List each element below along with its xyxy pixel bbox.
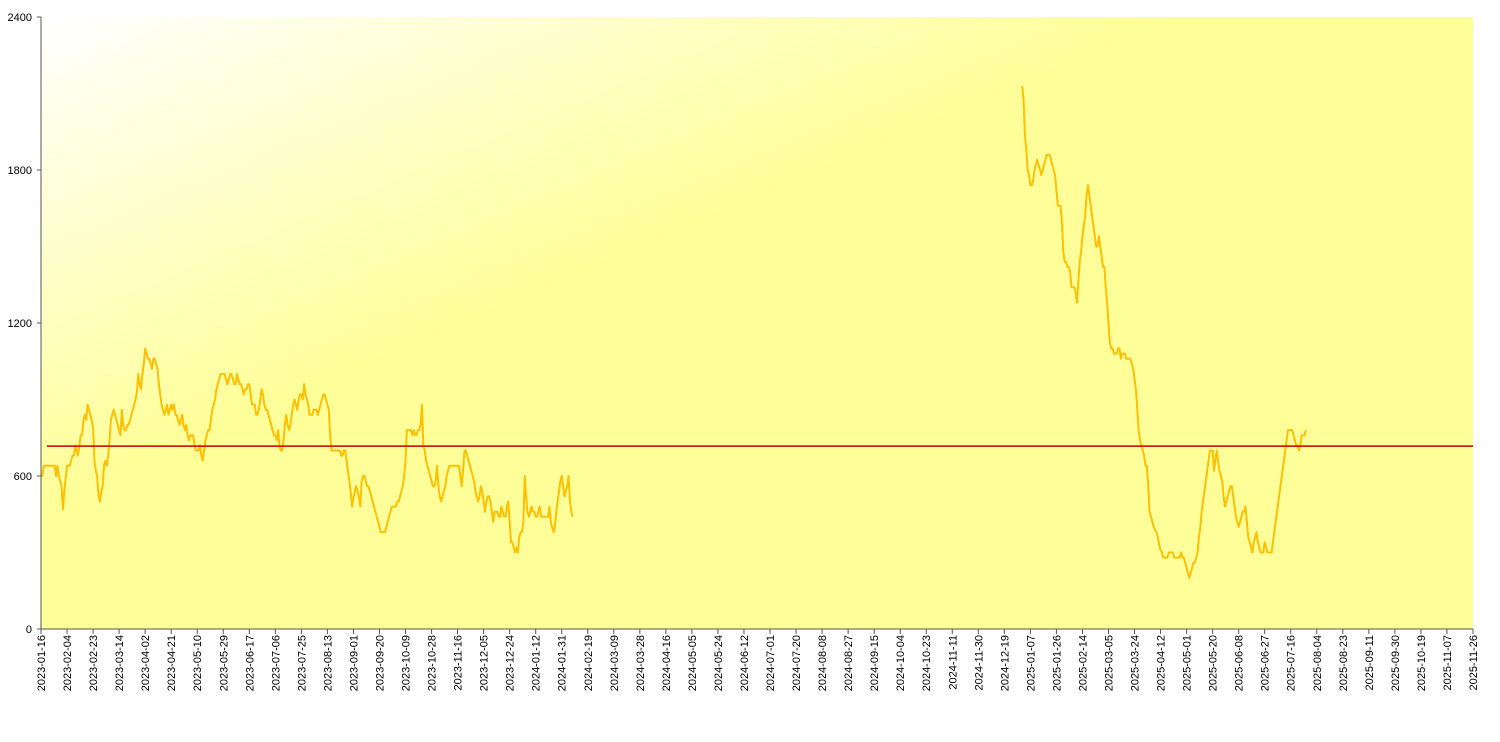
x-tick-label: 2023-11-16 xyxy=(453,635,465,690)
x-tick-label: 2025-08-23 xyxy=(1338,635,1350,691)
x-tick-label: 2023-10-28 xyxy=(427,635,439,691)
y-tick-label: 1200 xyxy=(8,318,32,330)
x-tick-label: 2023-09-01 xyxy=(348,635,360,691)
x-tick-label: 2025-05-01 xyxy=(1182,635,1194,691)
x-tick-label: 2024-01-31 xyxy=(557,635,569,691)
x-tick-label: 2023-04-21 xyxy=(166,635,178,691)
x-tick-label: 2023-05-10 xyxy=(192,635,204,691)
x-tick-label: 2024-06-12 xyxy=(739,635,751,691)
x-tick-label: 2024-05-24 xyxy=(713,635,725,691)
x-tick-label: 2025-04-12 xyxy=(1156,635,1168,691)
x-tick-label: 2024-12-19 xyxy=(999,635,1011,691)
x-tick-label: 2023-06-17 xyxy=(244,635,256,691)
x-tick-label: 2023-01-16 xyxy=(36,635,48,691)
x-tick-label: 2025-11-07 xyxy=(1442,635,1454,690)
x-tick-label: 2024-10-23 xyxy=(921,635,933,691)
x-tick-label: 2024-04-16 xyxy=(661,635,673,691)
x-tick-label: 2023-12-05 xyxy=(479,635,491,691)
x-tick-label: 2023-07-06 xyxy=(270,635,282,691)
x-tick-label: 2025-07-16 xyxy=(1286,635,1298,691)
x-tick-label: 2024-08-08 xyxy=(817,635,829,691)
x-tick-label: 2025-09-11 xyxy=(1364,635,1376,690)
x-tick-label: 2023-05-29 xyxy=(218,635,230,691)
x-tick-label: 2024-05-05 xyxy=(687,635,699,691)
y-tick-label: 0 xyxy=(26,624,32,636)
x-tick-label: 2024-11-11 xyxy=(947,635,959,690)
y-tick-labels: 0 600 1200 1800 2400 xyxy=(8,12,41,636)
series-layer xyxy=(41,85,1473,579)
x-tick-label: 2025-02-14 xyxy=(1077,635,1089,691)
x-tick-label: 2024-10-04 xyxy=(895,635,907,691)
x-tick-label: 2024-07-20 xyxy=(791,635,803,691)
y-tick-label: 600 xyxy=(14,471,32,483)
x-tick-label: 2025-11-26 xyxy=(1468,635,1480,690)
x-tick-label: 2024-03-09 xyxy=(609,635,621,691)
x-tick-label: 2025-08-04 xyxy=(1312,635,1324,691)
x-tick-label: 2023-02-23 xyxy=(88,635,100,691)
x-tick-label: 2023-08-13 xyxy=(322,635,334,691)
x-tick-label: 2025-05-20 xyxy=(1208,635,1220,691)
x-tick-label: 2024-08-27 xyxy=(843,635,855,691)
x-tick-label: 2025-01-26 xyxy=(1051,635,1063,691)
x-tick-label: 2024-01-12 xyxy=(531,635,543,691)
x-tick-label: 2025-06-08 xyxy=(1234,635,1246,691)
y-tick-label: 2400 xyxy=(8,12,32,24)
x-tick-label: 2025-10-19 xyxy=(1416,635,1428,691)
x-tick-label: 2024-11-30 xyxy=(973,635,985,690)
x-tick-label: 2023-04-02 xyxy=(140,635,152,691)
x-tick-label: 2025-06-27 xyxy=(1260,635,1272,691)
plot-area xyxy=(41,17,1473,629)
y-tick-label: 1800 xyxy=(8,165,32,177)
x-tick-labels: 2023-01-16 2023-02-04 2023-02-23 2023-03-14… xyxy=(36,629,1480,691)
x-tick-label: 2025-09-30 xyxy=(1390,635,1402,691)
x-tick-label: 2023-12-24 xyxy=(505,635,517,691)
x-tick-label: 2023-03-14 xyxy=(114,635,126,691)
x-tick-label: 2024-07-01 xyxy=(765,635,777,691)
x-tick-label: 2023-09-20 xyxy=(374,635,386,691)
series-line-segment-1 xyxy=(41,347,574,554)
x-tick-label: 2023-02-04 xyxy=(62,635,74,691)
x-tick-label: 2023-07-25 xyxy=(296,635,308,691)
x-tick-label: 2025-03-24 xyxy=(1130,635,1142,691)
x-tick-label: 2023-10-09 xyxy=(401,635,413,691)
x-tick-label: 2024-03-28 xyxy=(635,635,647,691)
x-tick-label: 2024-09-15 xyxy=(869,635,881,691)
x-tick-label: 2024-02-19 xyxy=(583,635,595,691)
x-tick-label: 2025-03-05 xyxy=(1103,635,1115,691)
x-tick-label: 2025-01-07 xyxy=(1025,635,1037,691)
series-line-segment-2 xyxy=(1021,85,1307,579)
